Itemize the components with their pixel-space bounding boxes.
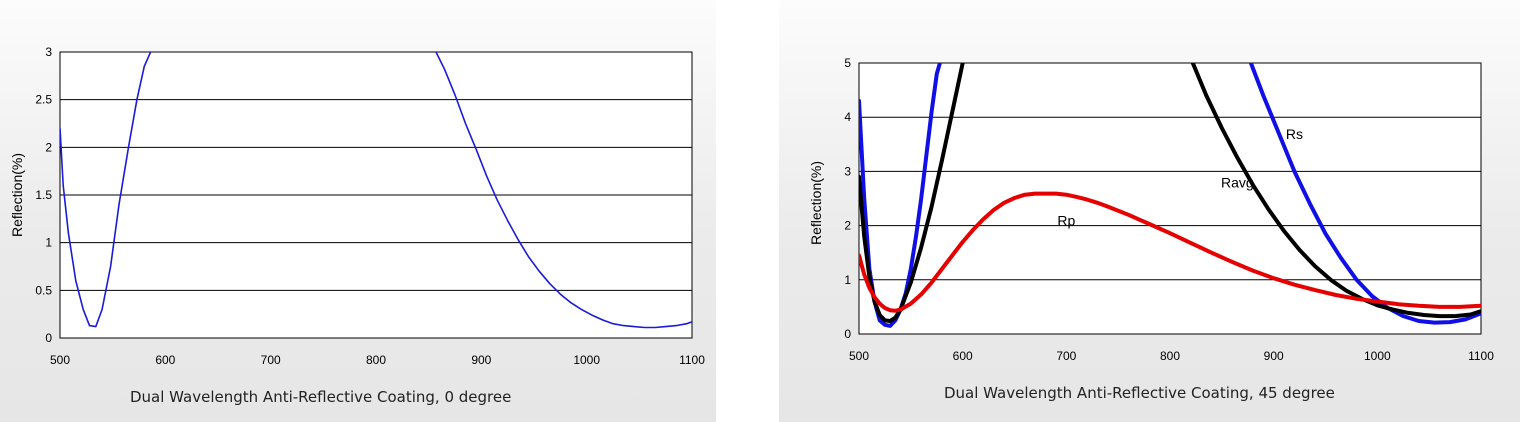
y-tick-label: 3 bbox=[45, 45, 52, 59]
x-tick-label: 600 bbox=[953, 349, 973, 363]
series-label-ravg: Ravg bbox=[1221, 175, 1254, 191]
x-tick-label: 800 bbox=[1160, 349, 1180, 363]
series-line-rp bbox=[859, 191, 1481, 313]
y-tick-label: 5 bbox=[844, 56, 851, 70]
y-axis-label: Reflection(%) bbox=[9, 153, 25, 237]
x-tick-label: 600 bbox=[155, 353, 175, 367]
y-tick-label: 1 bbox=[844, 273, 851, 287]
x-tick-label: 1100 bbox=[1468, 349, 1494, 363]
y-tick-label: 1 bbox=[45, 236, 52, 250]
x-tick-label: 700 bbox=[261, 353, 281, 367]
series-label-rp: Rp bbox=[1057, 213, 1075, 229]
series-line-r bbox=[60, 52, 152, 328]
y-axis-label: Reflection(%) bbox=[808, 161, 824, 245]
plot-area bbox=[858, 62, 1482, 335]
series-line-rs bbox=[1248, 63, 1481, 325]
x-tick-label: 500 bbox=[849, 349, 869, 363]
y-tick-label: 2 bbox=[844, 219, 851, 233]
chart-caption: Dual Wavelength Anti-Reflective Coating,… bbox=[130, 388, 512, 406]
y-tick-label: 0 bbox=[844, 327, 851, 341]
series-line-ravg bbox=[859, 63, 965, 323]
x-tick-label: 900 bbox=[1264, 349, 1284, 363]
y-tick-label: 0.5 bbox=[35, 283, 52, 297]
y-tick-label: 2.5 bbox=[35, 93, 52, 107]
x-tick-label: 1100 bbox=[679, 353, 705, 367]
y-tick-label: 0 bbox=[45, 331, 52, 345]
x-tick-label: 700 bbox=[1056, 349, 1076, 363]
x-tick-label: 1000 bbox=[573, 353, 600, 367]
y-tick-label: 1.5 bbox=[35, 188, 52, 202]
chart-caption: Dual Wavelength Anti-Reflective Coating,… bbox=[944, 384, 1335, 402]
x-tick-label: 1000 bbox=[1364, 349, 1391, 363]
x-tick-label: 900 bbox=[471, 353, 491, 367]
series-line-ravg bbox=[1190, 63, 1481, 319]
series-line-r bbox=[435, 52, 692, 329]
series-label-rs: Rs bbox=[1286, 126, 1303, 142]
x-tick-label: 800 bbox=[366, 353, 386, 367]
y-tick-label: 3 bbox=[844, 164, 851, 178]
x-tick-label: 500 bbox=[50, 353, 70, 367]
chart-0-degree: 0 0.5 1 1.5 2 2.5 3 500 600 700 800 900 1000 1100 Re… bbox=[9, 45, 705, 367]
y-tick-label: 4 bbox=[844, 110, 851, 124]
y-tick-label: 2 bbox=[45, 140, 52, 154]
chart-panel-0-degree: 0 0.5 1 1.5 2 2.5 3 500 600 700 800 900 1000 1100 Re… bbox=[0, 0, 716, 422]
